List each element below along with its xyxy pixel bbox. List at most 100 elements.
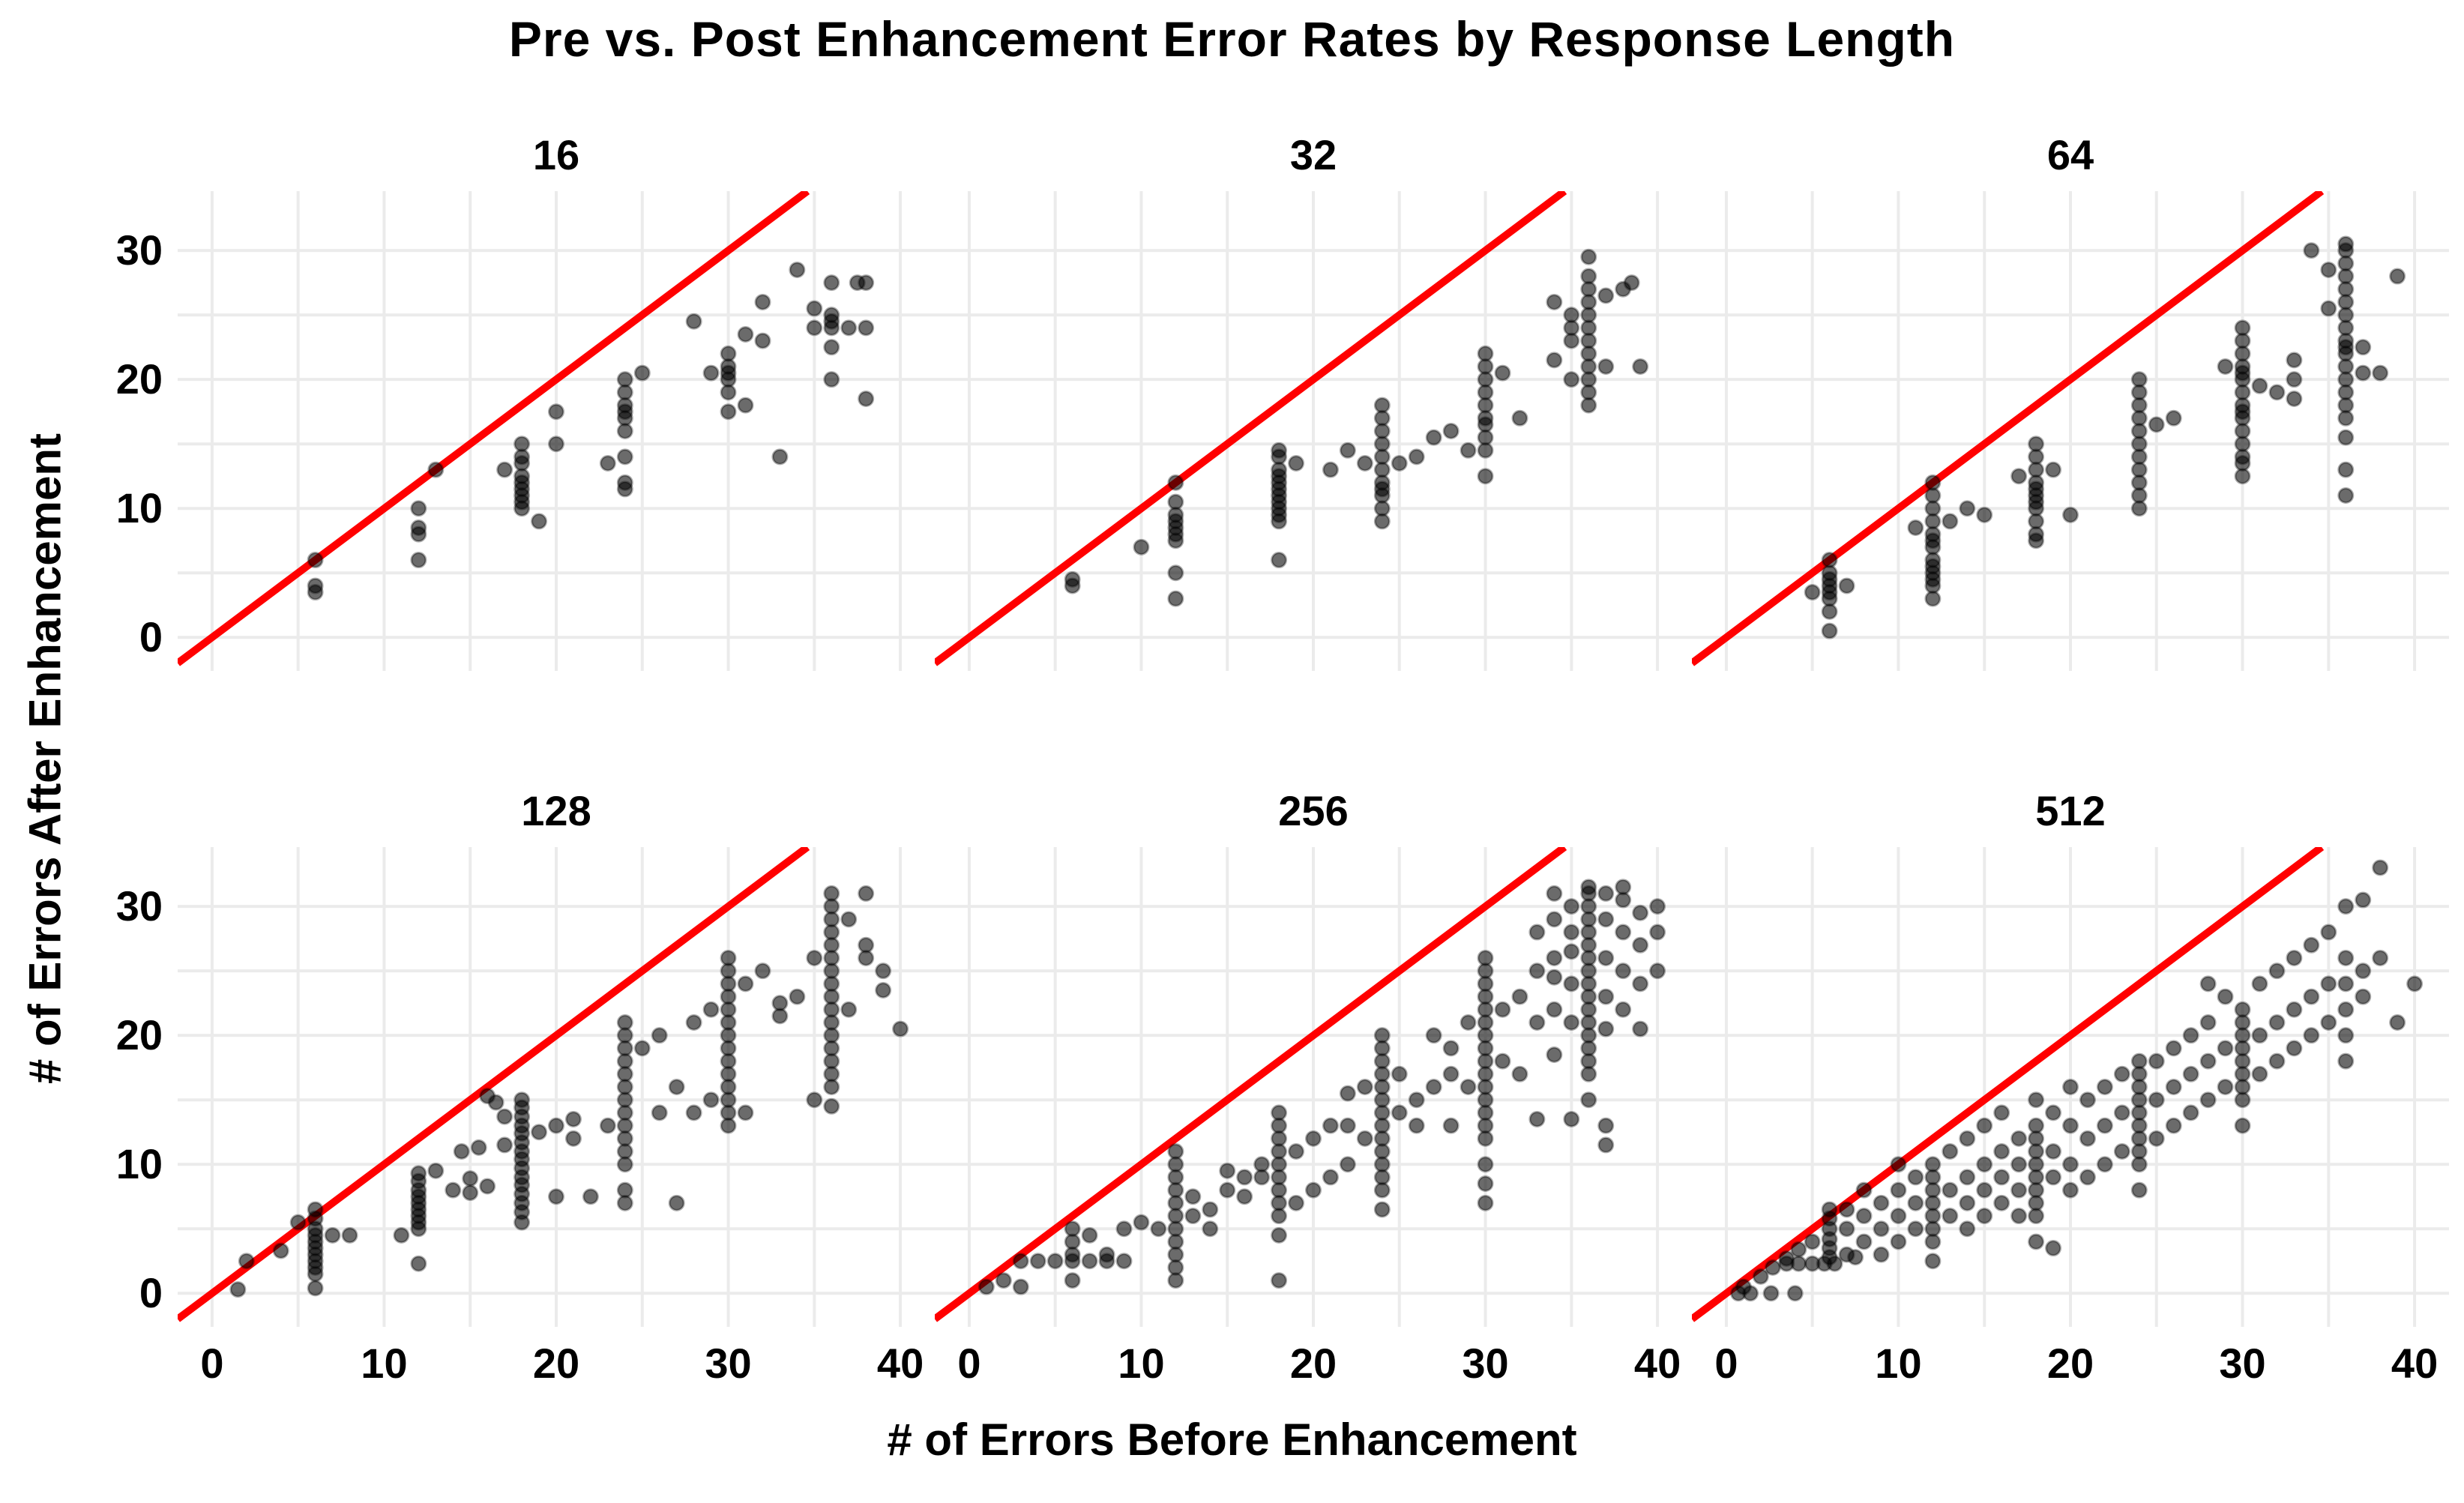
data-point bbox=[410, 519, 427, 537]
data-point bbox=[737, 975, 754, 993]
data-point bbox=[1546, 949, 1563, 966]
data-point bbox=[1959, 1220, 1976, 1238]
data-point bbox=[2148, 1130, 2165, 1147]
data-point bbox=[582, 1188, 599, 1205]
data-point bbox=[1167, 474, 1184, 491]
data-point bbox=[1202, 1220, 1219, 1238]
data-point bbox=[1356, 455, 1373, 472]
data-point bbox=[823, 371, 840, 388]
data-point bbox=[1081, 1226, 1098, 1244]
x-tick-label: 20 bbox=[532, 1340, 580, 1387]
data-point bbox=[737, 1104, 754, 1121]
data-point bbox=[1597, 358, 1615, 375]
data-point bbox=[789, 988, 806, 1005]
data-point bbox=[1804, 584, 1821, 601]
data-point bbox=[616, 448, 633, 466]
data-point bbox=[1597, 988, 1615, 1005]
data-point bbox=[1838, 1220, 1855, 1238]
data-point bbox=[1821, 552, 1838, 569]
data-point bbox=[702, 1091, 720, 1109]
data-point bbox=[823, 1097, 840, 1115]
data-point bbox=[1184, 1208, 1202, 1225]
x-tick-label: 10 bbox=[361, 1340, 408, 1387]
data-point bbox=[2320, 261, 2337, 278]
data-point bbox=[2045, 1143, 2062, 1160]
data-point bbox=[1597, 1117, 1615, 1134]
data-point bbox=[1442, 1117, 1460, 1134]
data-point bbox=[2268, 963, 2286, 980]
data-point bbox=[1167, 1143, 1184, 1160]
data-point bbox=[2286, 1040, 2303, 1057]
data-point bbox=[1528, 963, 1546, 980]
data-point bbox=[1993, 1104, 2010, 1121]
data-point bbox=[771, 448, 789, 466]
data-point bbox=[1408, 448, 1425, 466]
data-point bbox=[1632, 358, 1649, 375]
data-point bbox=[1563, 307, 1580, 324]
data-point bbox=[1821, 1201, 1838, 1218]
data-point bbox=[1494, 1052, 1511, 1070]
data-point bbox=[1425, 429, 1442, 446]
data-point bbox=[2045, 1104, 2062, 1121]
data-point bbox=[272, 1242, 289, 1259]
data-point bbox=[1460, 1079, 1477, 1095]
data-point bbox=[1305, 1181, 1322, 1199]
data-point bbox=[1271, 442, 1288, 459]
data-point bbox=[2320, 975, 2337, 993]
data-point bbox=[1993, 1169, 2010, 1186]
data-point bbox=[720, 949, 737, 966]
data-point bbox=[2355, 988, 2372, 1005]
data-point bbox=[2079, 1130, 2096, 1147]
data-point bbox=[1873, 1194, 1890, 1211]
data-point bbox=[1133, 538, 1150, 555]
data-point bbox=[2096, 1117, 2113, 1134]
data-point bbox=[1924, 1253, 1942, 1270]
data-point bbox=[2010, 1181, 2028, 1199]
data-point bbox=[1133, 1214, 1150, 1231]
data-point bbox=[2355, 891, 2372, 909]
data-point bbox=[2337, 487, 2355, 504]
data-point bbox=[1649, 963, 1666, 980]
data-point bbox=[737, 325, 754, 343]
data-point bbox=[1790, 1241, 1807, 1258]
x-tick-label: 0 bbox=[957, 1340, 981, 1387]
data-point bbox=[1236, 1188, 1253, 1205]
data-point bbox=[1959, 1194, 1976, 1211]
data-point bbox=[2148, 1091, 2165, 1109]
data-point bbox=[453, 1143, 470, 1160]
y-tick-label: 0 bbox=[139, 613, 163, 661]
data-point bbox=[1339, 442, 1356, 459]
data-point bbox=[1546, 969, 1563, 986]
data-point bbox=[737, 397, 754, 414]
data-point bbox=[2217, 988, 2234, 1005]
data-point bbox=[2010, 1130, 2028, 1147]
data-point bbox=[487, 1094, 504, 1111]
data-point bbox=[858, 885, 875, 902]
data-point bbox=[289, 1214, 307, 1231]
data-point bbox=[324, 1226, 341, 1244]
y-tick-label: 20 bbox=[115, 355, 163, 403]
data-point bbox=[1804, 1233, 1821, 1250]
identity-reference-line bbox=[178, 191, 810, 666]
data-point bbox=[892, 1020, 909, 1037]
facet-label-256: 256 bbox=[1278, 787, 1349, 834]
data-point bbox=[2251, 975, 2268, 993]
data-point bbox=[1442, 1065, 1460, 1082]
data-point bbox=[651, 1027, 668, 1044]
data-point bbox=[1742, 1285, 1759, 1302]
data-point bbox=[2217, 1040, 2234, 1057]
data-point bbox=[1356, 1130, 1373, 1147]
data-point bbox=[2199, 1091, 2217, 1109]
data-point bbox=[1322, 1169, 1339, 1186]
data-point bbox=[1597, 287, 1615, 304]
data-point bbox=[2028, 1233, 2045, 1250]
data-point bbox=[1408, 1091, 1425, 1109]
data-point bbox=[2337, 429, 2355, 446]
data-point bbox=[1391, 1065, 1408, 1082]
identity-reference-line bbox=[1692, 847, 2325, 1322]
data-point bbox=[1838, 1201, 1855, 1218]
data-point bbox=[548, 1117, 564, 1134]
data-point bbox=[548, 1188, 564, 1205]
data-point bbox=[2337, 898, 2355, 915]
x-tick-label: 40 bbox=[1633, 1340, 1681, 1387]
